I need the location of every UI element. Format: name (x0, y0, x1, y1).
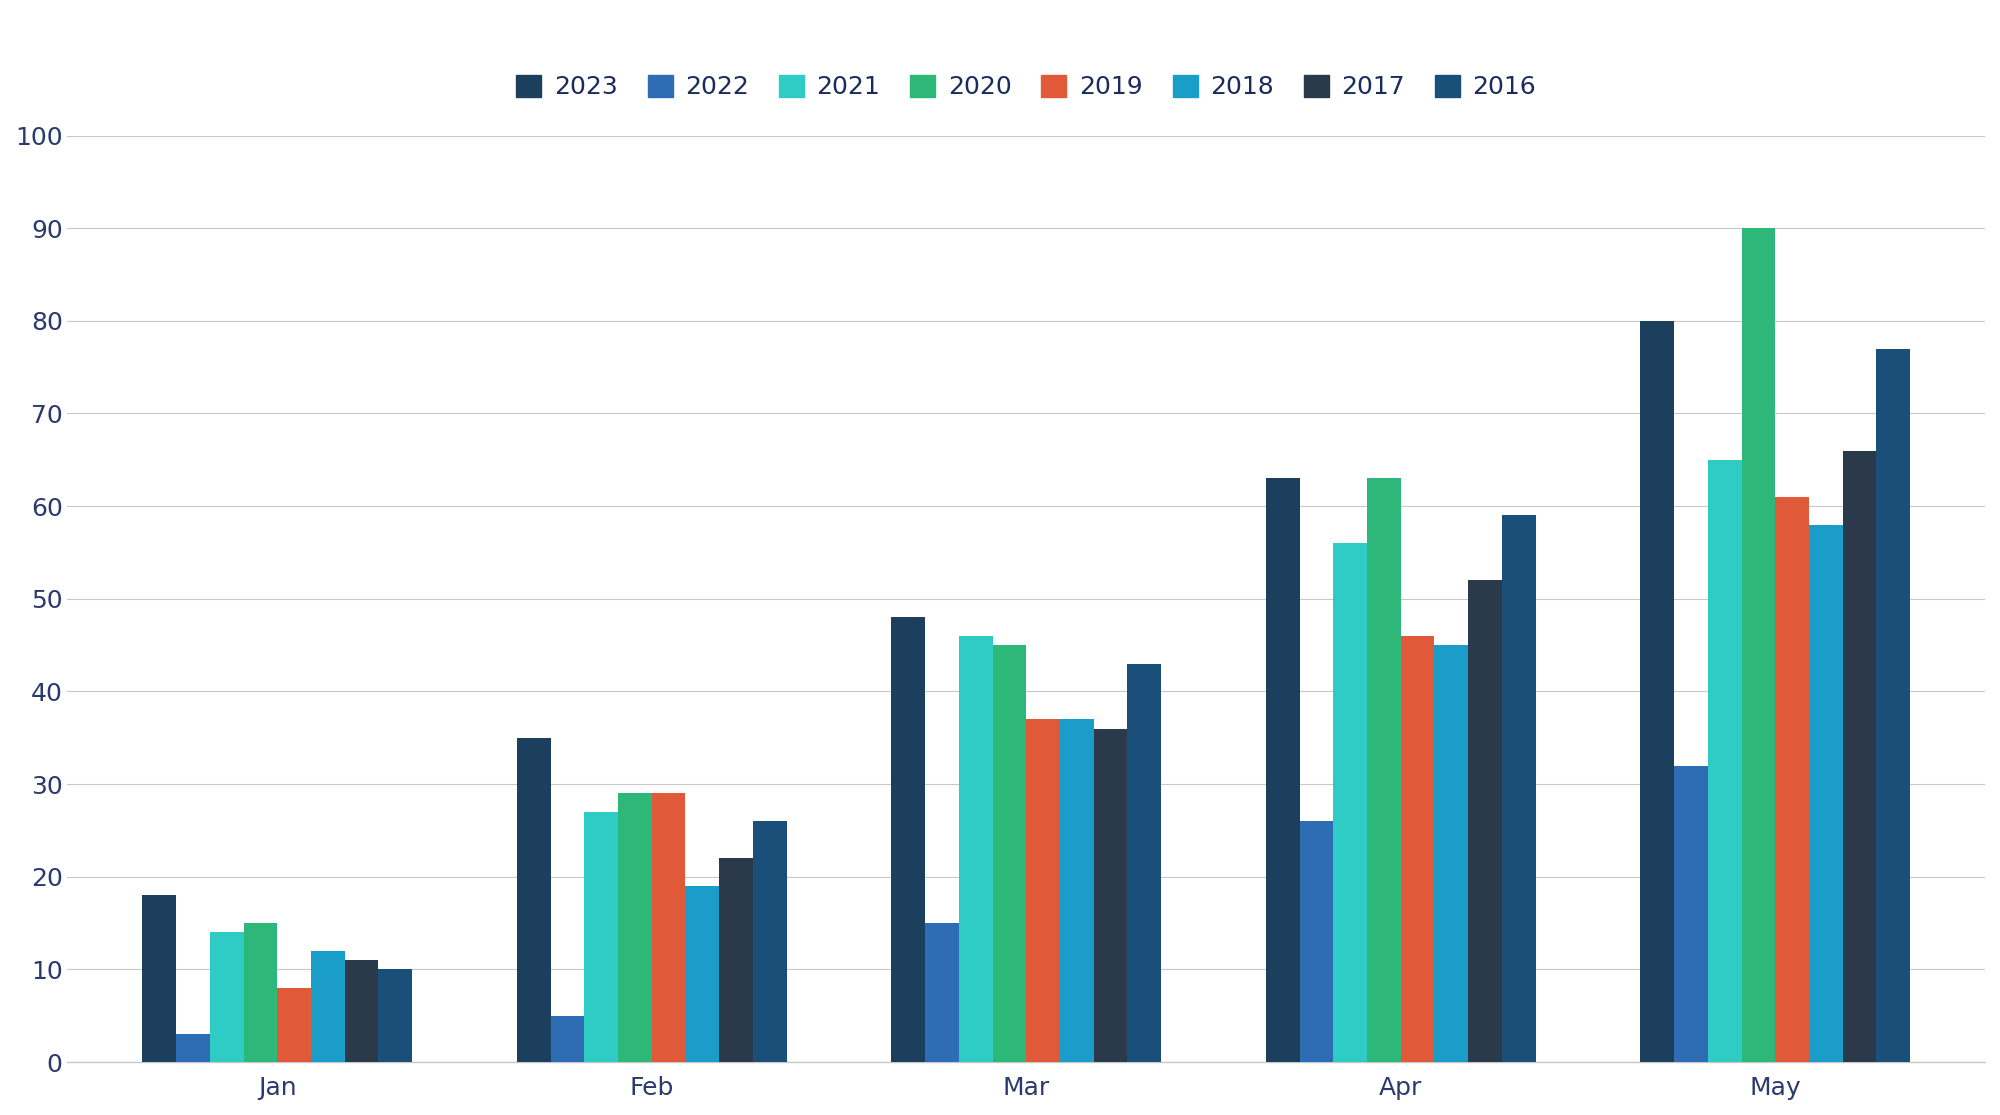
Bar (278, 988, 310, 1063)
Bar (992, 646, 1026, 1063)
Bar (618, 794, 652, 1063)
Bar (244, 923, 278, 1063)
Bar (720, 859, 752, 1063)
Bar (1776, 497, 1808, 1063)
Bar (1708, 459, 1742, 1063)
Bar (1128, 663, 1162, 1063)
Bar (1060, 719, 1094, 1063)
Bar (1368, 478, 1400, 1063)
Bar (892, 618, 926, 1063)
Bar (210, 932, 244, 1063)
Bar (686, 886, 720, 1063)
Bar (1400, 636, 1434, 1063)
Bar (1300, 821, 1334, 1063)
Bar (752, 821, 786, 1063)
Bar (1502, 515, 1536, 1063)
Bar (142, 895, 176, 1063)
Bar (1742, 229, 1776, 1063)
Bar (1674, 766, 1708, 1063)
Bar (550, 1016, 584, 1063)
Bar (516, 738, 550, 1063)
Bar (310, 951, 344, 1063)
Bar (1876, 349, 1910, 1063)
Bar (378, 969, 412, 1063)
Bar (652, 794, 686, 1063)
Bar (1640, 321, 1674, 1063)
Bar (584, 812, 618, 1063)
Bar (344, 960, 378, 1063)
Bar (1842, 450, 1876, 1063)
Bar (926, 923, 958, 1063)
Bar (958, 636, 992, 1063)
Bar (1026, 719, 1060, 1063)
Bar (1094, 728, 1128, 1063)
Bar (1808, 525, 1842, 1063)
Legend: 2023, 2022, 2021, 2020, 2019, 2018, 2017, 2016: 2023, 2022, 2021, 2020, 2019, 2018, 2017… (506, 65, 1546, 109)
Bar (1334, 543, 1368, 1063)
Bar (1434, 646, 1468, 1063)
Bar (1266, 478, 1300, 1063)
Bar (176, 1035, 210, 1063)
Bar (1468, 580, 1502, 1063)
